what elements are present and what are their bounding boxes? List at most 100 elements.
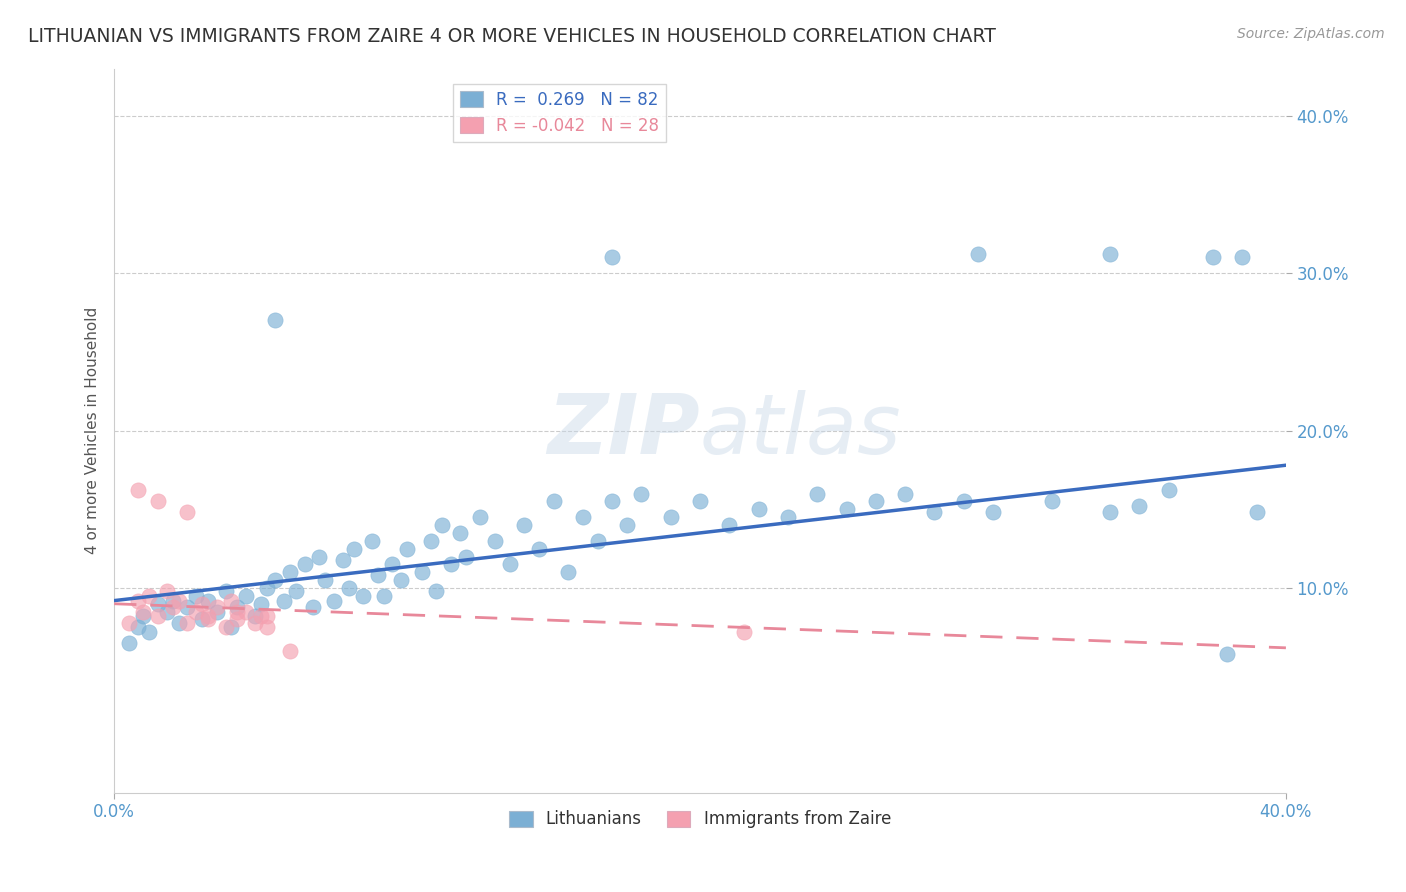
Point xyxy=(186,605,208,619)
Point xyxy=(249,597,271,611)
Point xyxy=(373,589,395,603)
Point xyxy=(221,620,243,634)
Point xyxy=(806,486,828,500)
Point xyxy=(484,533,506,548)
Point xyxy=(278,566,301,580)
Point xyxy=(256,581,278,595)
Point xyxy=(572,510,595,524)
Point xyxy=(718,518,741,533)
Point xyxy=(132,609,155,624)
Point xyxy=(343,541,366,556)
Point xyxy=(352,589,374,603)
Point xyxy=(205,605,228,619)
Text: ZIP: ZIP xyxy=(547,390,700,471)
Point xyxy=(176,615,198,630)
Point xyxy=(630,486,652,500)
Point xyxy=(924,505,946,519)
Point xyxy=(294,558,316,572)
Point xyxy=(118,636,141,650)
Point xyxy=(197,593,219,607)
Point xyxy=(1246,505,1268,519)
Point xyxy=(389,573,412,587)
Point xyxy=(586,533,609,548)
Point xyxy=(543,494,565,508)
Point xyxy=(167,593,190,607)
Point xyxy=(146,609,169,624)
Point xyxy=(748,502,770,516)
Legend: Lithuanians, Immigrants from Zaire: Lithuanians, Immigrants from Zaire xyxy=(502,804,897,835)
Point xyxy=(235,605,257,619)
Point xyxy=(835,502,858,516)
Point xyxy=(127,620,149,634)
Point xyxy=(176,599,198,614)
Point xyxy=(127,483,149,498)
Point xyxy=(197,609,219,624)
Point xyxy=(1230,251,1253,265)
Point xyxy=(967,247,990,261)
Point xyxy=(205,599,228,614)
Point xyxy=(264,313,287,327)
Point xyxy=(314,573,336,587)
Point xyxy=(249,609,271,624)
Point xyxy=(191,612,214,626)
Point xyxy=(527,541,550,556)
Point xyxy=(332,552,354,566)
Point xyxy=(454,549,477,564)
Point xyxy=(156,605,179,619)
Point xyxy=(308,549,330,564)
Point xyxy=(396,541,419,556)
Point xyxy=(776,510,799,524)
Point xyxy=(162,593,184,607)
Point xyxy=(419,533,441,548)
Point xyxy=(337,581,360,595)
Point xyxy=(264,573,287,587)
Point xyxy=(197,612,219,626)
Point xyxy=(302,599,325,614)
Point xyxy=(440,558,463,572)
Point xyxy=(865,494,887,508)
Point xyxy=(226,605,249,619)
Point xyxy=(156,584,179,599)
Point xyxy=(214,620,236,634)
Point xyxy=(425,584,447,599)
Point xyxy=(127,593,149,607)
Point xyxy=(1128,499,1150,513)
Point xyxy=(226,599,249,614)
Point xyxy=(600,251,623,265)
Point xyxy=(1157,483,1180,498)
Point xyxy=(132,605,155,619)
Point xyxy=(1040,494,1063,508)
Point xyxy=(381,558,404,572)
Point xyxy=(243,609,266,624)
Point xyxy=(367,568,389,582)
Point xyxy=(1099,247,1122,261)
Point xyxy=(138,625,160,640)
Point xyxy=(1216,647,1239,661)
Point xyxy=(894,486,917,500)
Point xyxy=(256,609,278,624)
Point xyxy=(221,593,243,607)
Point xyxy=(186,589,208,603)
Point xyxy=(513,518,536,533)
Point xyxy=(432,518,454,533)
Point xyxy=(498,558,520,572)
Point xyxy=(361,533,384,548)
Point xyxy=(981,505,1004,519)
Point xyxy=(557,566,579,580)
Point xyxy=(138,589,160,603)
Point xyxy=(689,494,711,508)
Point xyxy=(411,566,433,580)
Y-axis label: 4 or more Vehicles in Household: 4 or more Vehicles in Household xyxy=(86,307,100,554)
Point xyxy=(284,584,307,599)
Point xyxy=(146,494,169,508)
Point xyxy=(952,494,974,508)
Point xyxy=(146,597,169,611)
Point xyxy=(167,615,190,630)
Point xyxy=(659,510,682,524)
Point xyxy=(191,597,214,611)
Text: LITHUANIAN VS IMMIGRANTS FROM ZAIRE 4 OR MORE VEHICLES IN HOUSEHOLD CORRELATION : LITHUANIAN VS IMMIGRANTS FROM ZAIRE 4 OR… xyxy=(28,27,995,45)
Point xyxy=(616,518,638,533)
Text: atlas: atlas xyxy=(700,390,901,471)
Point xyxy=(278,644,301,658)
Point xyxy=(162,599,184,614)
